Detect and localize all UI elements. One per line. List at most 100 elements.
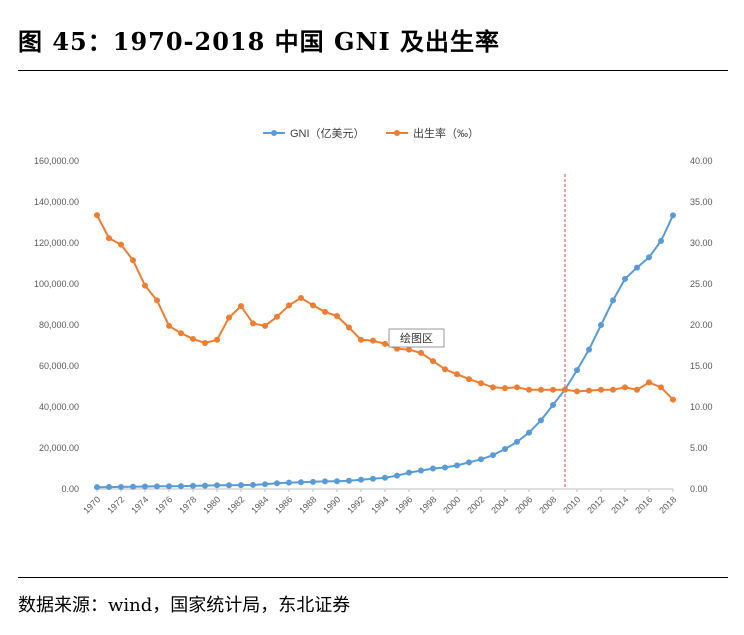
legend-entry: 出生率（‰） <box>413 126 479 140</box>
gni-point <box>358 476 364 483</box>
gni-point <box>334 478 340 485</box>
figure-title: 图 45：1970-2018 中国 GNI 及出生率 <box>18 27 501 56</box>
x-tick-label: 1990 <box>321 494 342 515</box>
birth-rate-point <box>238 303 244 310</box>
gni-point <box>298 479 304 486</box>
gni-point <box>382 474 388 481</box>
gni-point <box>646 254 652 261</box>
x-tick-label: 2018 <box>657 494 678 515</box>
birth-rate-point <box>418 349 424 356</box>
birth-rate-point <box>526 386 532 393</box>
x-tick-label: 1980 <box>201 494 222 515</box>
x-tick-label: 1970 <box>81 494 102 515</box>
birth-rate-point <box>274 313 280 320</box>
birth-rate-point <box>622 384 628 391</box>
y-left-tick-label: 40,000.00 <box>39 402 79 412</box>
birth-rate-point <box>178 330 184 337</box>
y-left-tick-label: 80,000.00 <box>39 320 79 330</box>
birth-rate-point <box>514 384 520 391</box>
gni-point <box>274 480 280 487</box>
y-right-tick-label: 20.00 <box>690 320 713 330</box>
birth-rate-point <box>430 358 436 365</box>
gni-point <box>178 483 184 490</box>
source-note: 数据来源：wind，国家统计局，东北证券 <box>18 595 351 616</box>
gni-point <box>250 481 256 488</box>
gni-point <box>526 429 532 436</box>
gni-point <box>514 438 520 445</box>
birth-rate-point <box>550 386 556 393</box>
birth-rate-point <box>478 380 484 387</box>
birth-rate-point <box>310 302 316 309</box>
gni-point <box>610 297 616 304</box>
y-right-tick-label: 25.00 <box>690 279 713 289</box>
x-tick-label: 1988 <box>297 494 318 515</box>
gni-point <box>214 482 220 489</box>
chart-axes: 0.00 20,000.00 40,000.00 60,000.00 80,000.00… <box>34 156 713 516</box>
gni-point <box>106 484 112 491</box>
x-tick-label: 1984 <box>249 494 270 515</box>
birth-rate-point <box>190 335 196 342</box>
birth-rate-point <box>574 388 580 395</box>
x-tick-label: 1994 <box>369 494 390 515</box>
gni-point <box>370 475 376 482</box>
gni-point <box>466 459 472 466</box>
gni-point <box>166 483 172 490</box>
gni-point <box>190 482 196 489</box>
x-tick-label: 2002 <box>465 494 486 515</box>
y-right-tick-label: 10.00 <box>690 402 713 412</box>
y-left-tick-label: 140,000.00 <box>34 197 79 207</box>
x-tick-label: 1992 <box>345 494 366 515</box>
source-rule <box>18 577 728 578</box>
birth-rate-point <box>538 386 544 393</box>
birth-rate-point <box>214 336 220 343</box>
y-left-tick-label: 120,000.00 <box>34 238 79 248</box>
birth-rate-point <box>502 385 508 392</box>
y-right-tick-label: 15.00 <box>690 361 713 371</box>
birth-rate-point <box>250 320 256 327</box>
y-left-tick-label: 60,000.00 <box>39 361 79 371</box>
birth-rate-point <box>202 340 208 347</box>
gni-point <box>94 484 100 491</box>
birth-rate-point <box>106 235 112 242</box>
birth-rate-point <box>610 386 616 393</box>
gni-point <box>490 452 496 459</box>
y-left-tick-label: 100,000.00 <box>34 279 79 289</box>
gni-point <box>226 482 232 489</box>
gni-point <box>310 478 316 485</box>
x-tick-label: 1974 <box>129 494 150 515</box>
gni-point <box>670 212 676 219</box>
y-right-tick-label: 30.00 <box>690 238 713 248</box>
x-tick-label: 2000 <box>441 494 462 515</box>
gni-point <box>142 483 148 490</box>
birth-rate-point <box>382 340 388 347</box>
line-chart: GNI（亿美元） 出生率（‰） 0.00 20,000.00 40,000.00 60,… <box>34 126 713 516</box>
gni-point <box>130 483 136 490</box>
y-right-tick-label: 0.00 <box>690 484 708 494</box>
x-tick-label: 1976 <box>153 494 174 515</box>
gni-point <box>586 346 592 353</box>
birth-rate-point <box>262 322 268 329</box>
birth-rate-point <box>286 302 292 309</box>
birth-rate-point <box>586 387 592 394</box>
birth-rate-point <box>466 376 472 383</box>
birth-rate-point <box>598 386 604 393</box>
birth-rate-point <box>226 314 232 321</box>
birth-rate-point <box>646 379 652 386</box>
birth-rate-point <box>490 384 496 391</box>
birth-rate-series-line <box>96 214 674 401</box>
gni-point <box>550 401 556 408</box>
x-tick-label: 1972 <box>105 494 126 515</box>
gni-point <box>238 482 244 489</box>
chart-series <box>94 212 676 491</box>
y-right-tick-label: 5.00 <box>690 443 708 453</box>
birth-rate-point <box>370 337 376 344</box>
birth-rate-point <box>442 366 448 373</box>
birth-rate-point <box>154 297 160 304</box>
birth-rate-point <box>562 386 568 393</box>
birth-rate-point <box>670 396 676 403</box>
x-tick-label: 2008 <box>537 494 558 515</box>
birth-rate-point <box>658 384 664 391</box>
x-tick-label: 2012 <box>585 494 606 515</box>
gni-point <box>154 483 160 490</box>
birth-rate-point <box>454 371 460 378</box>
